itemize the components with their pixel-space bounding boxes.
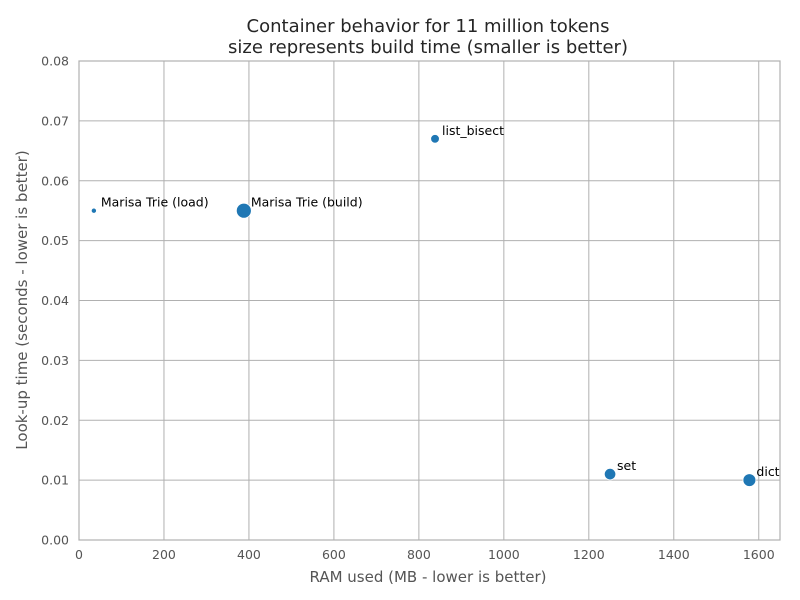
point-label: Marisa Trie (load): [101, 195, 209, 210]
x-tick-label: 1400: [658, 547, 690, 562]
y-tick-label: 0.06: [41, 173, 69, 188]
y-tick-label: 0.07: [41, 113, 69, 128]
y-tick-label: 0.08: [41, 54, 69, 69]
point-label: Marisa Trie (build): [251, 195, 363, 210]
data-points: [90, 134, 757, 487]
point-label: set: [617, 458, 636, 473]
y-tick-label: 0.03: [41, 353, 69, 368]
tick-labels: 0 200 400 600 800 1000 1200 1400 1600 0.00 0.01 0.0…: [41, 54, 775, 563]
data-point: [430, 134, 440, 144]
x-tick-label: 1600: [743, 547, 775, 562]
y-tick-label: 0.05: [41, 233, 69, 248]
y-tick-label: 0.02: [41, 413, 69, 428]
x-tick-label: 1000: [488, 547, 520, 562]
plot-frame: [78, 60, 781, 541]
point-labels: Marisa Trie (load) Marisa Trie (build) lis…: [101, 123, 780, 479]
y-tick-label: 0.01: [41, 473, 69, 488]
x-tick-label: 800: [407, 547, 431, 562]
x-tick-label: 600: [322, 547, 346, 562]
x-tick-label: 1200: [573, 547, 605, 562]
data-point: [742, 473, 757, 487]
x-tick-label: 200: [152, 547, 176, 562]
x-tick-label: 400: [237, 547, 261, 562]
data-point: [90, 207, 97, 214]
point-label: dict: [756, 464, 779, 479]
y-tick-label: 0.00: [41, 533, 69, 548]
grid: [78, 60, 780, 541]
point-label: list_bisect: [442, 123, 504, 138]
data-point: [235, 202, 252, 219]
data-point: [603, 467, 617, 481]
y-tick-label: 0.04: [41, 293, 69, 308]
chart-subtitle: size represents build time (smaller is b…: [228, 37, 628, 58]
x-tick-label: 0: [75, 547, 83, 562]
x-axis-label: RAM used (MB - lower is better): [310, 568, 547, 586]
y-axis-label: Look-up time (seconds - lower is better): [13, 150, 31, 449]
chart-title: Container behavior for 11 million tokens: [247, 16, 610, 37]
